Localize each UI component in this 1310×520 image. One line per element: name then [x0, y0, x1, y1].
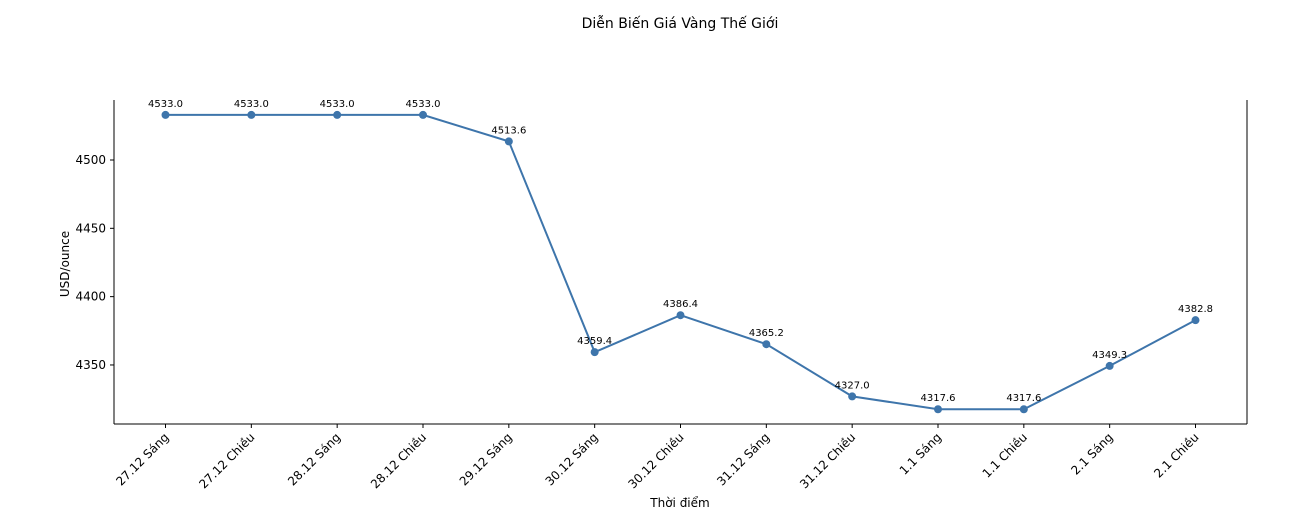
- value-label: 4386.4: [663, 299, 698, 310]
- x-tick-label: 28.12 Sáng: [285, 430, 343, 488]
- value-label: 4349.3: [1092, 350, 1127, 361]
- x-tick-label: 31.12 Chiều: [797, 430, 858, 491]
- value-label: 4359.4: [577, 336, 612, 347]
- x-tick-label: 1.1 Chiều: [980, 430, 1030, 480]
- data-point: [590, 348, 599, 357]
- x-tick-label: 30.12 Sáng: [543, 430, 601, 488]
- data-point: [419, 110, 427, 119]
- y-tick-label: 4450: [75, 221, 106, 235]
- x-tick-label: 27.12 Chiều: [196, 430, 257, 491]
- data-point: [1105, 361, 1114, 370]
- value-label: 4533.0: [406, 99, 441, 110]
- value-label: 4533.0: [234, 99, 269, 110]
- value-label: 4382.8: [1178, 304, 1213, 315]
- data-point: [676, 311, 685, 320]
- y-axis-label: USD/ounce: [58, 231, 72, 297]
- x-tick-label: 28.12 Chiều: [368, 430, 429, 491]
- x-tick-label: 2.1 Sáng: [1068, 430, 1115, 477]
- y-tick-label: 4350: [75, 358, 106, 372]
- x-axis-label: Thời điểm: [649, 496, 709, 510]
- data-point: [161, 110, 170, 119]
- data-point: [762, 340, 771, 349]
- x-tick-label: 27.12 Sáng: [113, 430, 171, 488]
- y-tick-label: 4500: [75, 153, 106, 167]
- data-point: [1191, 316, 1200, 325]
- data-point: [934, 405, 942, 414]
- data-point: [504, 137, 513, 146]
- data-point: [1019, 405, 1028, 414]
- x-tick-label: 30.12 Chiều: [625, 430, 686, 491]
- value-label: 4513.6: [491, 125, 526, 136]
- value-label: 4365.2: [749, 328, 784, 339]
- value-label: 4533.0: [148, 99, 183, 110]
- x-tick-label: 31.12 Sáng: [714, 430, 772, 488]
- value-label: 4317.6: [921, 393, 956, 404]
- x-tick-label: 29.12 Sáng: [457, 430, 515, 488]
- x-tick-label: 1.1 Sáng: [897, 430, 944, 477]
- value-label: 4317.6: [1006, 393, 1041, 404]
- data-point: [247, 110, 256, 119]
- y-tick-label: 4400: [75, 290, 106, 304]
- value-label: 4327.0: [835, 380, 870, 391]
- x-tick-label: 2.1 Chiều: [1151, 430, 1201, 480]
- value-label: 4533.0: [320, 99, 355, 110]
- data-line: [165, 113, 1196, 411]
- chart-title: Diễn Biến Giá Vàng Thế Giới: [582, 15, 779, 32]
- data-point: [333, 110, 342, 119]
- data-point: [848, 392, 857, 401]
